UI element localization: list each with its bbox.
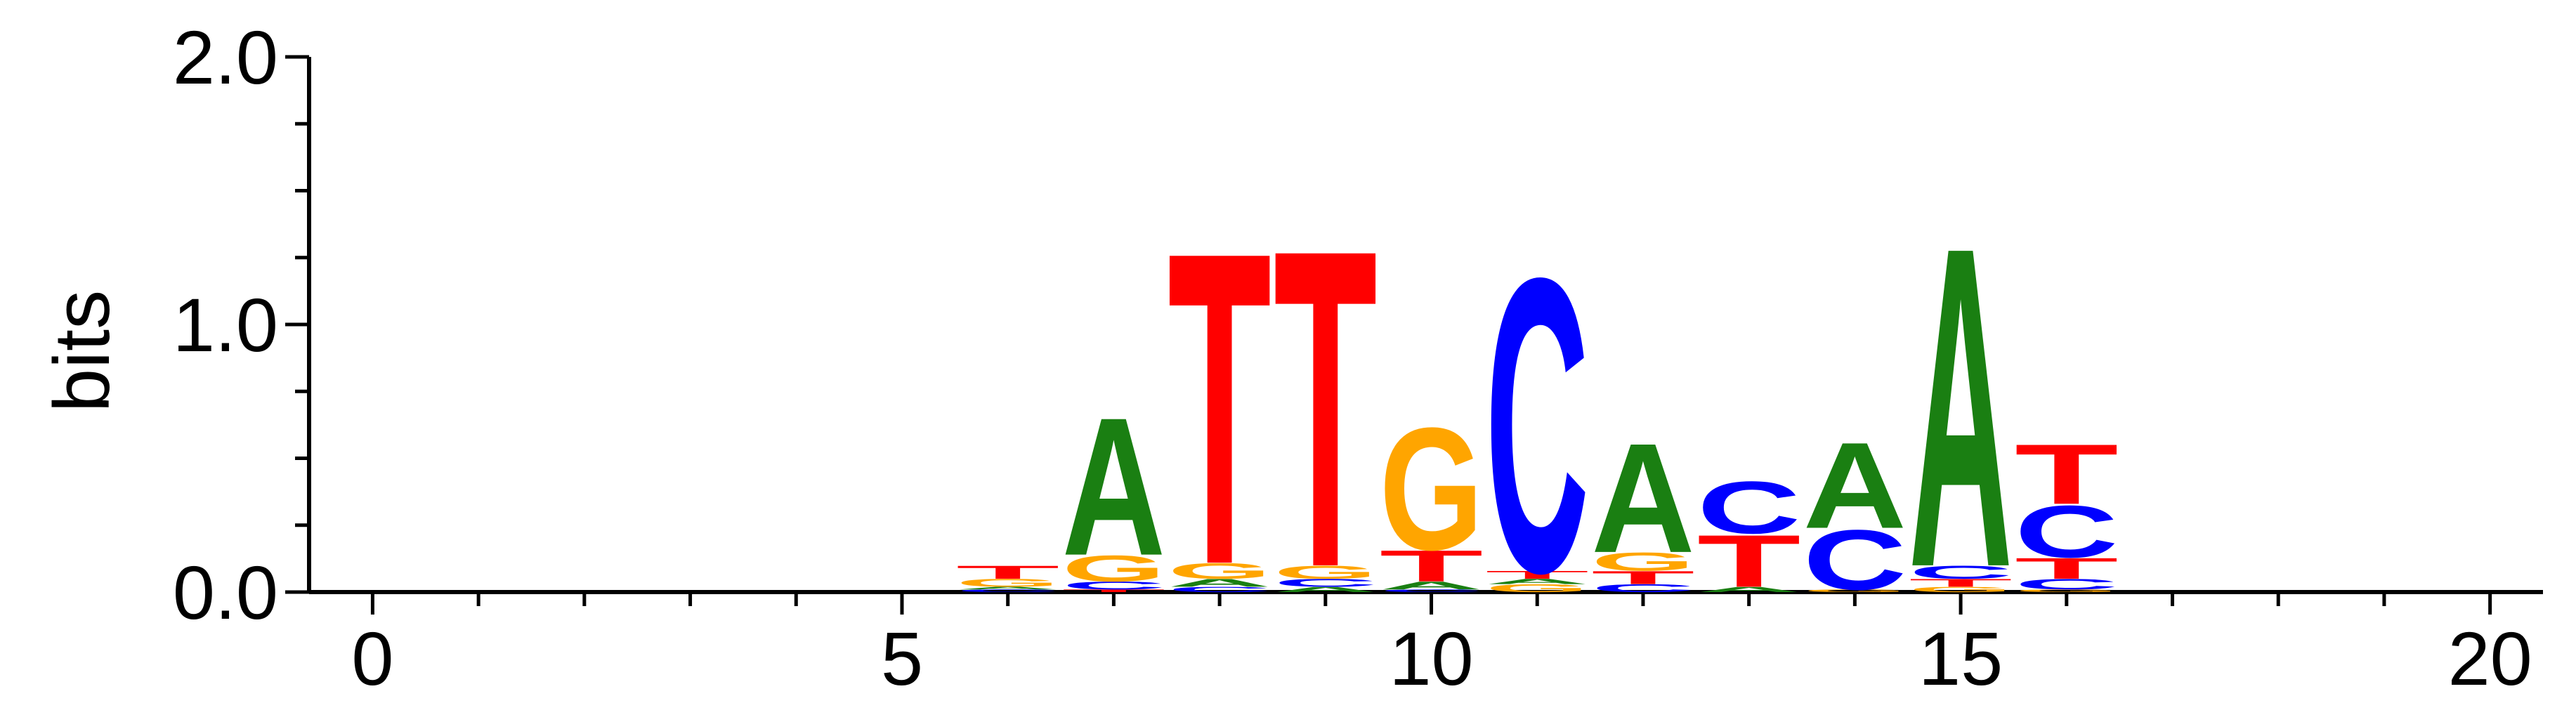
y-tick-label: 0.0	[173, 550, 278, 635]
logo-letter-a: A	[1591, 412, 1695, 586]
x-tick-label: 20	[2448, 616, 2532, 701]
logo-letter-g: G	[1591, 547, 1695, 576]
y-tick-label: 1.0	[173, 282, 278, 367]
logo-letter-t: T	[1909, 577, 2013, 589]
logo-letter-g: G	[1380, 391, 1484, 586]
logo-column: GCA	[1803, 418, 1907, 608]
logo-letter-g: G	[2015, 589, 2119, 593]
logo-letter-g: G	[1062, 548, 1166, 589]
logo-letter-a: A	[1380, 579, 1484, 592]
logo-letter-c: C	[1591, 582, 1695, 595]
logo-letter-c: C	[1062, 579, 1166, 592]
logo-letter-t: T	[1591, 567, 1695, 589]
logo-letter-g: G	[1274, 562, 1378, 583]
logo-letter-t: T	[1697, 520, 1801, 603]
logo-column: ATC	[1697, 466, 1801, 603]
logo-letter-c: C	[2015, 576, 2119, 593]
logo-letter-a: A	[1909, 152, 2013, 663]
axes-layer: 0 5 10 15 20 0.0 1.0 2.0	[173, 15, 2543, 701]
logo-letter-t: T	[1168, 159, 1271, 657]
logo-letter-t: T	[1062, 589, 1166, 593]
logo-letter-g: G	[956, 577, 1060, 589]
logo-letter-g: G	[1909, 585, 2013, 593]
logo-letter-a: A	[1274, 585, 1378, 593]
x-tick-label: 0	[351, 616, 393, 701]
logo-letter-a: A	[1803, 418, 1907, 555]
logo-letter-c: C	[1380, 589, 1484, 593]
logo-letter-a: A	[1485, 577, 1589, 586]
logo-letter-c: C	[1697, 466, 1801, 549]
logo-letter-c: C	[2015, 490, 2119, 573]
logo-letter-a: A	[1168, 577, 1271, 589]
x-tick-label: 10	[1389, 616, 1473, 701]
logo-letter-t: T	[1274, 156, 1378, 662]
logo-letter-c: C	[956, 589, 1060, 593]
logo-letter-t: T	[2015, 426, 2119, 522]
y-axis-label: bits	[38, 290, 126, 412]
logo-letter-c: C	[1803, 512, 1907, 608]
logo-letter-g: G	[1803, 589, 1907, 593]
logo-letter-t: T	[956, 562, 1060, 583]
logo-letter-t: T	[1485, 569, 1589, 582]
logo-letter-a: A	[956, 586, 1060, 590]
logo-letter-c: C	[1274, 577, 1378, 589]
logo-letter-g: G	[1485, 582, 1589, 595]
logo-letter-a: A	[1062, 377, 1166, 597]
logo-letter-a: A	[1697, 585, 1801, 593]
logo-letter-t: T	[2015, 552, 2119, 585]
logo-letter-g: G	[1168, 558, 1271, 583]
y-tick-label: 2.0	[173, 15, 278, 100]
logo-letter-c: C	[1168, 585, 1271, 593]
x-tick-label: 5	[881, 616, 923, 701]
logo-letter-c: C	[1909, 562, 2013, 583]
logo-letter-t: T	[1380, 542, 1484, 591]
x-tick-label: 15	[1918, 616, 2003, 701]
logo-letter-c: C	[1485, 190, 1589, 660]
